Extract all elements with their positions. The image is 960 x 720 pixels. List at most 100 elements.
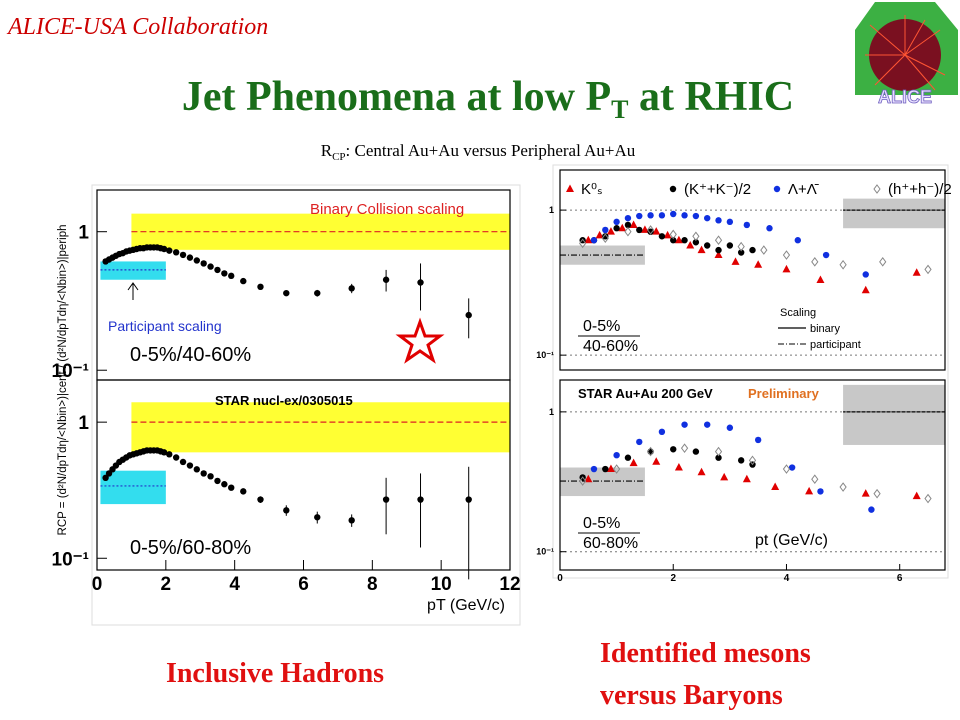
data-point xyxy=(715,246,722,254)
data-point xyxy=(314,514,321,521)
data-point xyxy=(924,493,932,504)
data-point xyxy=(692,212,700,220)
annotation: 0-5%/60-80% xyxy=(130,537,251,559)
data-point xyxy=(873,488,881,499)
data-point xyxy=(417,496,424,503)
data-point xyxy=(613,218,620,226)
data-point xyxy=(731,257,740,265)
data-point xyxy=(771,482,780,491)
data-point xyxy=(737,457,745,464)
data-point xyxy=(200,470,207,477)
scaling-band xyxy=(843,384,945,445)
data-point xyxy=(465,496,472,503)
data-point xyxy=(839,259,847,270)
data-point xyxy=(720,472,729,481)
data-point xyxy=(602,226,609,234)
data-point xyxy=(726,242,734,249)
x-tick-label: 10 xyxy=(431,574,452,595)
data-point xyxy=(221,481,228,488)
data-point xyxy=(613,225,620,232)
data-point xyxy=(160,245,168,253)
data-point xyxy=(214,266,221,274)
x-tick-label: 12 xyxy=(499,574,520,595)
y-tick-label: 1 xyxy=(549,407,554,417)
data-point xyxy=(674,235,683,244)
data-point xyxy=(636,438,643,446)
data-point xyxy=(754,260,763,268)
legend-label: (K⁺+K⁻)/2 xyxy=(684,181,751,198)
data-point xyxy=(697,467,706,476)
data-point xyxy=(283,289,290,297)
data-point xyxy=(912,268,921,276)
data-point xyxy=(742,474,751,483)
x-tick-label: 6 xyxy=(897,573,903,584)
data-point xyxy=(240,488,247,495)
data-point xyxy=(602,233,609,240)
data-point xyxy=(193,257,201,264)
data-point xyxy=(692,239,700,246)
data-point xyxy=(669,229,677,240)
data-point xyxy=(618,223,627,232)
data-point xyxy=(726,424,734,431)
data-point xyxy=(166,247,173,254)
data-point xyxy=(228,484,235,491)
data-point xyxy=(606,227,615,235)
annotation: 40-60% xyxy=(583,338,638,355)
data-point xyxy=(697,245,706,254)
data-point xyxy=(590,465,598,473)
data-point xyxy=(737,249,745,256)
data-point xyxy=(584,474,593,483)
scaling-band xyxy=(560,467,645,497)
annotation: 0-5% xyxy=(583,318,620,335)
star-logo xyxy=(395,317,445,364)
data-point xyxy=(257,283,264,291)
plot-panel: 1 10⁻¹ K⁰ₛ (K⁺+K⁻)/2 Λ+Λ̄ (h⁺+h⁻)/2 0-5% 40-60%… xyxy=(536,169,952,371)
data-point xyxy=(629,220,638,228)
data-point xyxy=(817,488,824,495)
data-point xyxy=(207,473,214,480)
x-tick-label: 4 xyxy=(229,574,240,595)
annotation: pt (GeV/c) xyxy=(755,532,828,549)
data-point xyxy=(647,228,654,235)
data-point xyxy=(805,486,814,495)
data-point xyxy=(602,465,609,473)
annotation: 0-5%/40-60% xyxy=(130,344,251,366)
data-point xyxy=(647,212,654,219)
data-point xyxy=(200,260,207,267)
alice-logo: ALICE xyxy=(855,2,958,107)
data-point xyxy=(595,230,604,239)
y-tick-label: 10⁻¹ xyxy=(52,549,90,570)
data-point xyxy=(924,264,932,275)
legend-label: (h⁺+h⁻)/2 xyxy=(888,181,952,198)
data-point xyxy=(681,237,688,244)
data-point xyxy=(193,466,201,473)
x-axis-label: pT (GeV/c) xyxy=(427,597,505,614)
data-point xyxy=(417,279,424,286)
data-point xyxy=(811,474,819,485)
subtitle: RCP: Central Au+Au versus Peripheral Au+… xyxy=(321,141,636,163)
y-tick-label: 10⁻¹ xyxy=(52,361,90,382)
data-point xyxy=(624,454,632,461)
data-point xyxy=(646,446,655,457)
data-point xyxy=(160,449,168,456)
data-point xyxy=(601,233,609,244)
data-point xyxy=(714,235,723,246)
title-tail: at RHIC xyxy=(628,74,794,120)
data-point xyxy=(629,458,638,467)
data-point xyxy=(612,464,621,474)
data-point xyxy=(652,457,661,465)
data-point xyxy=(754,436,762,444)
data-point xyxy=(686,241,695,249)
data-point xyxy=(816,275,825,283)
data-point xyxy=(465,311,472,319)
data-point xyxy=(221,270,228,277)
data-point xyxy=(822,251,830,259)
y-tick-label: 1 xyxy=(78,413,89,434)
x-tick-label: 2 xyxy=(161,574,172,595)
data-point xyxy=(382,276,390,283)
data-point xyxy=(179,251,187,259)
data-point xyxy=(681,421,688,428)
data-point xyxy=(283,507,290,514)
